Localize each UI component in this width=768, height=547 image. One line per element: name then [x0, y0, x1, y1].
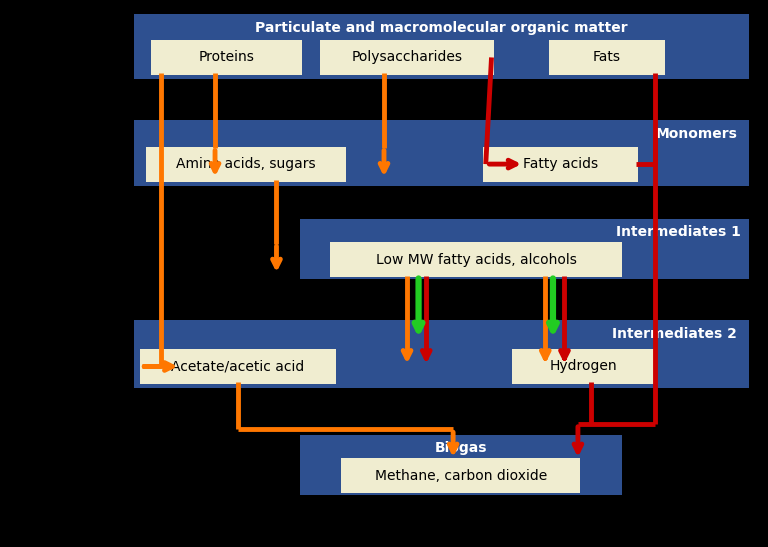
Text: Acetate/acetic acid: Acetate/acetic acid: [171, 359, 305, 374]
Text: Polysaccharides: Polysaccharides: [352, 50, 462, 65]
FancyBboxPatch shape: [548, 40, 665, 75]
FancyBboxPatch shape: [300, 219, 749, 279]
Text: Fatty acids: Fatty acids: [523, 157, 598, 171]
Text: Methane, carbon dioxide: Methane, carbon dioxide: [375, 469, 547, 483]
FancyBboxPatch shape: [330, 242, 622, 277]
FancyBboxPatch shape: [484, 147, 637, 182]
Text: Intermediates 1: Intermediates 1: [616, 225, 741, 240]
Text: Biogas: Biogas: [435, 441, 487, 456]
Text: Proteins: Proteins: [199, 50, 254, 65]
FancyBboxPatch shape: [341, 458, 581, 493]
FancyBboxPatch shape: [140, 349, 336, 384]
Text: Intermediates 2: Intermediates 2: [612, 327, 737, 341]
FancyBboxPatch shape: [320, 40, 494, 75]
FancyBboxPatch shape: [134, 120, 749, 186]
FancyBboxPatch shape: [146, 147, 346, 182]
Text: Amino acids, sugars: Amino acids, sugars: [176, 157, 316, 171]
FancyBboxPatch shape: [134, 320, 749, 388]
Text: Fats: Fats: [593, 50, 621, 65]
Text: Hydrogen: Hydrogen: [550, 359, 617, 374]
Text: Low MW fatty acids, alcohols: Low MW fatty acids, alcohols: [376, 253, 577, 267]
FancyBboxPatch shape: [151, 40, 302, 75]
FancyBboxPatch shape: [300, 435, 622, 495]
Text: Particulate and macromolecular organic matter: Particulate and macromolecular organic m…: [255, 21, 628, 35]
FancyBboxPatch shape: [134, 14, 749, 79]
FancyBboxPatch shape: [512, 349, 655, 384]
Text: Monomers: Monomers: [655, 127, 737, 141]
